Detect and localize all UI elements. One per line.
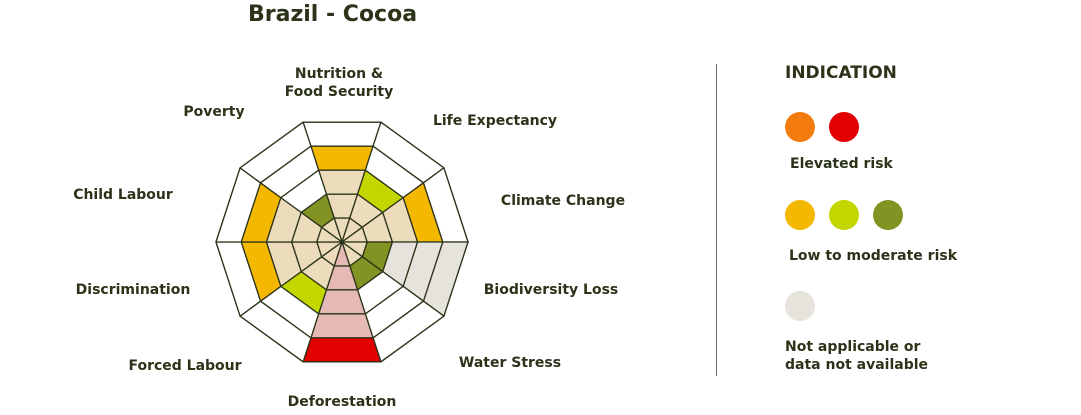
- axis-label-forced-labour: Forced Labour: [128, 358, 241, 374]
- axis-label-deforestation: Deforestation: [288, 394, 397, 410]
- axis-label-nutrition-food-security: Nutrition & Food Security: [285, 66, 394, 100]
- axis-label-biodiversity-loss: Biodiversity Loss: [484, 282, 618, 298]
- axis-label-poverty: Poverty: [183, 104, 244, 120]
- legend-label-low-moderate: Low to moderate risk: [789, 248, 958, 264]
- legend-dot-low-olive: [873, 200, 903, 230]
- cell-poverty-level-5: [239, 121, 312, 184]
- legend-dot-low-lime: [829, 200, 859, 230]
- axis-label-child-labour: Child Labour: [73, 187, 173, 203]
- legend-dot-low-yellow: [785, 200, 815, 230]
- legend: INDICATION Elevated risk Low to moderate…: [785, 62, 1065, 373]
- cell-deforestation-level-5: [302, 337, 382, 363]
- axis-label-discrimination: Discrimination: [76, 282, 191, 298]
- legend-title: INDICATION: [785, 63, 897, 83]
- legend-label-not-applicable: Not applicable or data not available: [785, 339, 929, 373]
- radar-chart: Nutrition & Food Security Life Expectancy C…: [73, 66, 625, 410]
- cell-deforestation-level-4: [310, 313, 374, 339]
- legend-dot-elevated-orange: [785, 112, 815, 142]
- cell-nutrition-food-security-level-5: [302, 121, 382, 147]
- chart-title: Brazil - Cocoa: [248, 2, 418, 27]
- legend-dot-not-applicable: [785, 291, 815, 321]
- cell-nutrition-food-security-level-4: [310, 145, 374, 171]
- legend-dot-elevated-red: [829, 112, 859, 142]
- axis-label-life-expectancy: Life Expectancy: [433, 113, 557, 129]
- divider: [716, 64, 717, 376]
- legend-label-elevated: Elevated risk: [790, 156, 893, 172]
- axis-label-climate-change: Climate Change: [501, 193, 625, 209]
- axis-label-water-stress: Water Stress: [459, 355, 561, 371]
